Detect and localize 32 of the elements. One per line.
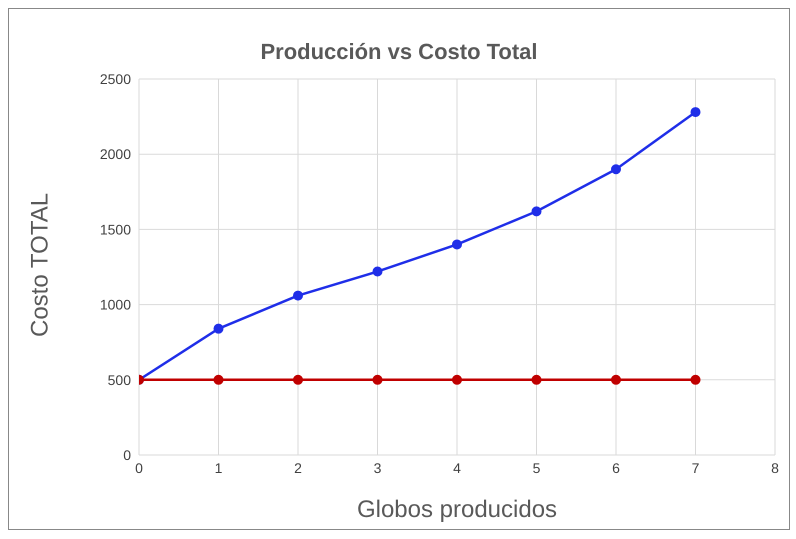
point — [452, 374, 462, 385]
point — [293, 374, 303, 385]
x-tick-label: 3 — [374, 460, 382, 476]
x-tick-label: 1 — [214, 460, 223, 476]
y-axis-title: Costo TOTAL — [26, 192, 54, 337]
x-tick-label: 5 — [532, 460, 541, 476]
x-tick-label: 2 — [294, 460, 302, 476]
point — [532, 374, 542, 385]
point — [611, 374, 621, 385]
point — [690, 374, 700, 385]
point — [611, 164, 621, 174]
x-tick-label: 7 — [692, 460, 700, 476]
point — [214, 374, 224, 385]
y-tick-label: 2000 — [100, 146, 132, 162]
x-tick-label: 4 — [453, 460, 462, 476]
point — [372, 374, 382, 385]
x-axis-title: Globos producidos — [356, 496, 558, 523]
y-tick-label: 0 — [123, 446, 132, 463]
point — [293, 290, 303, 301]
x-tick-label: 0 — [135, 460, 144, 476]
chart-title: Producción vs Costo Total — [259, 39, 539, 65]
x-tick-label: 8 — [771, 460, 780, 476]
y-tick-label: 500 — [108, 372, 132, 388]
point — [452, 239, 462, 250]
x-tick-label: 6 — [612, 460, 620, 476]
point — [214, 324, 224, 334]
point — [532, 206, 542, 216]
point — [372, 266, 382, 277]
y-tick-label: 1500 — [100, 221, 132, 238]
point — [690, 107, 700, 118]
y-tick-label: 2500 — [100, 70, 132, 87]
y-tick-label: 1000 — [100, 296, 132, 313]
